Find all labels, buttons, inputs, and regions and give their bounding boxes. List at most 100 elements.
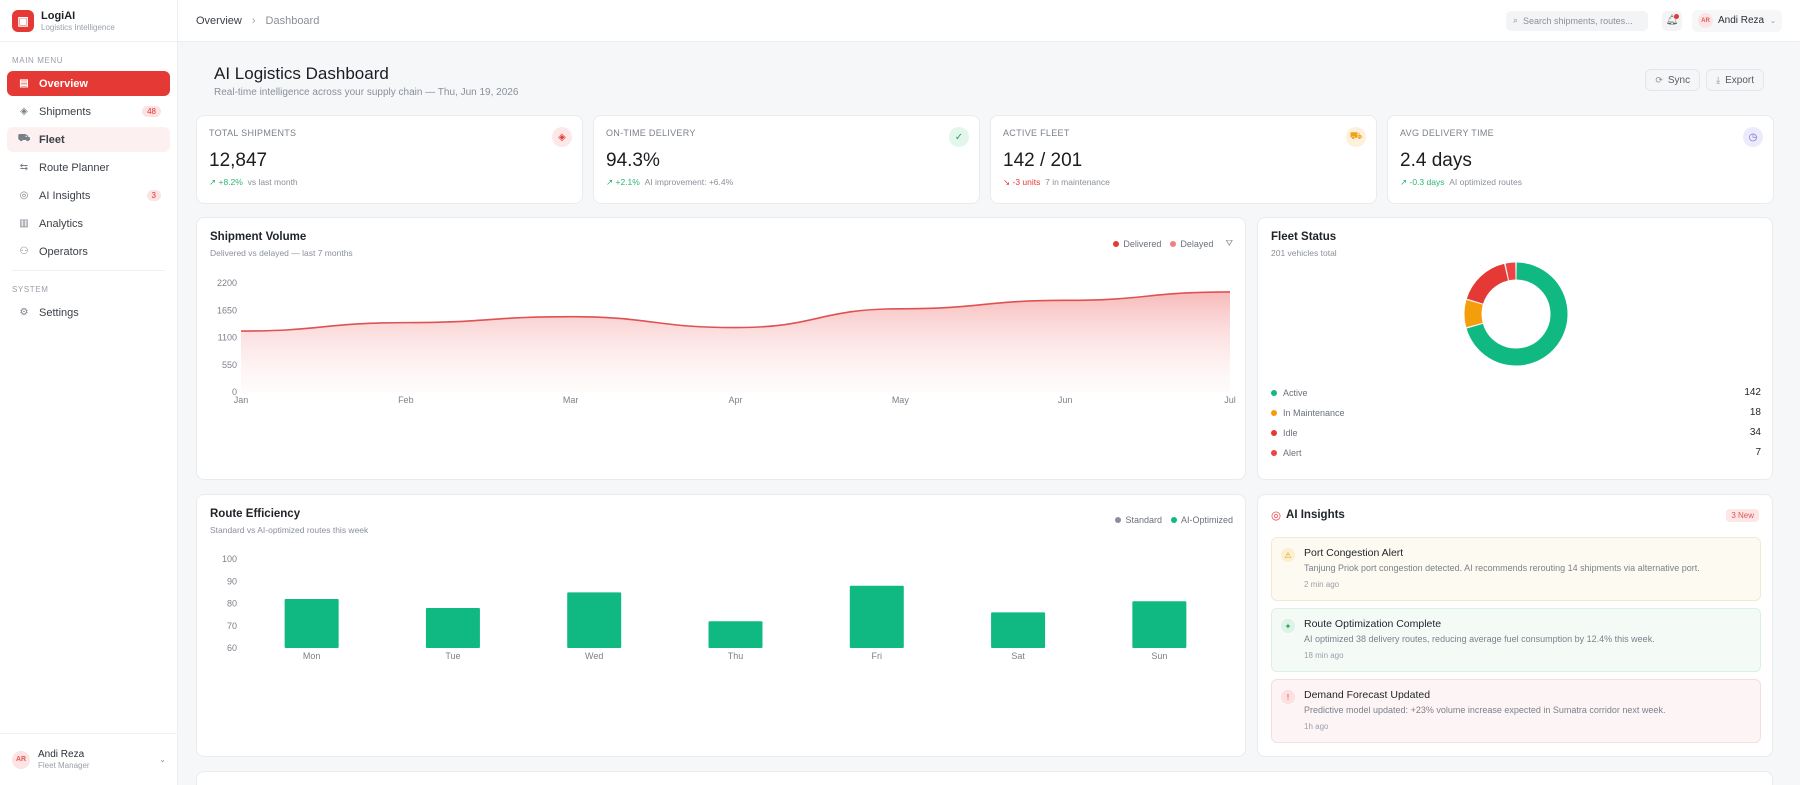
route-efficiency-card: Route Efficiency Standard vs AI-optimize…	[196, 494, 1246, 757]
delivered-area	[241, 291, 1230, 392]
brand-name: LogiAI	[41, 9, 76, 22]
card-title-row: ◎ AI Insights	[1271, 508, 1345, 522]
notification-dot	[1673, 13, 1679, 19]
trend-up-icon: ↗	[209, 177, 217, 187]
download-icon: ⤓	[1716, 74, 1721, 85]
sidebar-item-route-planner[interactable]: ⇆ Route Planner	[7, 155, 170, 180]
bar-ai-optimized	[849, 585, 904, 648]
card-subtitle: 201 vehicles total	[1271, 248, 1337, 258]
legend-delayed: Delayed	[1180, 238, 1214, 249]
clock-icon: ◷	[1743, 127, 1763, 147]
stat-label: ON-TIME DELIVERY	[606, 128, 696, 138]
stat-delta: -0.3 days	[1409, 177, 1445, 187]
insight-item[interactable]: ✦ Route Optimization Complete AI optimiz…	[1271, 608, 1761, 672]
legend-delivered: Delivered	[1123, 238, 1162, 249]
chevron-down-icon[interactable]: ⌄	[159, 755, 166, 764]
alert-icon: !	[1281, 690, 1295, 704]
legend-dot	[1271, 429, 1277, 436]
y-tick-label: 550	[222, 360, 237, 370]
insight-item[interactable]: ! Demand Forecast Updated Predictive mod…	[1271, 679, 1761, 743]
user-profile[interactable]: AR Andi Reza Fleet Manager ⌄	[0, 733, 178, 785]
legend-dot	[1271, 409, 1277, 416]
card-title: Route Efficiency	[210, 508, 301, 520]
x-tick-label: Jun	[1058, 395, 1073, 405]
stat-delta: -3 units	[1012, 177, 1041, 187]
sidebar-item-ai-insights[interactable]: ◎ AI Insights 3	[7, 183, 170, 208]
x-tick-label: Sun	[1151, 651, 1167, 661]
user-menu[interactable]: AR Andi Reza ⌄	[1691, 9, 1782, 32]
bar-chart-icon: ▥	[19, 218, 29, 229]
bar-ai-optimized	[567, 592, 622, 648]
fleet-status-card: Fleet Status 201 vehicles total Active 1…	[1257, 217, 1773, 480]
fleet-label: Active	[1283, 387, 1308, 398]
stat-note: 7 in maintenance	[1045, 177, 1110, 187]
grid-icon: ▤	[19, 78, 29, 89]
sidebar-item-settings[interactable]: ⚙ Settings	[7, 300, 170, 325]
fleet-row-idle: Idle 34	[1271, 427, 1761, 438]
fleet-row-active: Active 142	[1271, 387, 1761, 398]
bar-ai-optimized	[1132, 601, 1187, 648]
sidebar-item-label: Overview	[39, 77, 88, 90]
stat-delta: +2.1%	[615, 177, 640, 187]
count-badge: 3	[146, 190, 161, 201]
search-box[interactable]: ⌕	[1505, 10, 1648, 31]
brand[interactable]: ▣ LogiAI Logistics Intelligence	[0, 0, 177, 42]
chart-legend: Standard AI-Optimized	[1106, 515, 1233, 525]
sidebar-item-fleet[interactable]: ⛟ Fleet	[7, 127, 170, 152]
package-icon: ◈	[20, 106, 28, 117]
shipment-volume-card: Shipment Volume Delivered vs delayed — l…	[196, 217, 1246, 480]
x-tick-label: Tue	[445, 651, 460, 661]
route-icon: ⇆	[19, 162, 29, 173]
legend-dot	[1170, 240, 1177, 247]
stat-value: 94.3%	[606, 150, 660, 171]
notifications-button[interactable]: 🔔︎	[1661, 10, 1682, 31]
stat-label: ACTIVE FLEET	[1003, 128, 1070, 138]
search-icon: ⌕	[1512, 15, 1519, 25]
insight-title: Route Optimization Complete	[1304, 618, 1442, 630]
warning-icon: ⚠	[1281, 548, 1295, 562]
donut-slice-alert	[1505, 262, 1516, 281]
main-menu-label: MAIN MENU	[12, 56, 64, 65]
fleet-row-maintenance: In Maintenance 18	[1271, 407, 1761, 418]
y-tick-label: 90	[227, 576, 237, 586]
sidebar-item-label: Shipments	[39, 105, 91, 118]
sync-button[interactable]: ⟳ Sync	[1645, 69, 1701, 91]
page-header: AI Logistics Dashboard Real-time intelli…	[196, 42, 1772, 102]
breadcrumb-root[interactable]: Overview	[196, 14, 242, 27]
export-button[interactable]: ⤓ Export	[1706, 69, 1764, 91]
insight-item[interactable]: ⚠ Port Congestion Alert Tanjung Priok po…	[1271, 537, 1761, 601]
fleet-label: Alert	[1283, 447, 1302, 458]
user-name: Andi Reza	[38, 749, 85, 760]
sidebar-item-operators[interactable]: ⚇ Operators	[7, 239, 170, 264]
refresh-icon: ⟳	[1655, 74, 1663, 85]
insight-title: Port Congestion Alert	[1304, 547, 1404, 559]
search-input[interactable]	[1523, 15, 1634, 26]
page-subtitle: Real-time intelligence across your suppl…	[214, 87, 519, 98]
donut-slice-in-maintenance	[1464, 300, 1483, 328]
legend-dot	[1271, 449, 1277, 456]
sidebar: ▣ LogiAI Logistics Intelligence MAIN MEN…	[0, 0, 178, 785]
legend-dot	[1170, 517, 1177, 523]
insight-time: 1h ago	[1304, 722, 1329, 731]
y-tick-label: 70	[227, 621, 237, 631]
trend-down-icon: ↘	[1003, 177, 1011, 187]
x-tick-label: Jul	[1224, 395, 1236, 405]
legend-dot	[1271, 389, 1277, 396]
export-label: Export	[1725, 74, 1754, 86]
bar-ai-optimized	[991, 612, 1046, 648]
card-title: Fleet Status	[1271, 231, 1337, 243]
trend-up-icon: ↗	[606, 177, 614, 187]
system-label: SYSTEM	[12, 285, 49, 294]
donut-slice-active	[1466, 262, 1568, 366]
sidebar-item-shipments[interactable]: ◈ Shipments 48	[7, 99, 170, 124]
sidebar-item-analytics[interactable]: ▥ Analytics	[7, 211, 170, 236]
card-title: AI Insights	[1286, 509, 1345, 521]
filter-icon[interactable]: ⛛	[1225, 238, 1233, 248]
donut-slice-idle	[1466, 263, 1509, 305]
breadcrumb-current: Dashboard	[265, 14, 320, 27]
sync-label: Sync	[1667, 74, 1691, 86]
insight-time: 2 min ago	[1304, 580, 1340, 589]
box-icon: ◈	[552, 127, 572, 147]
brand-tagline: Logistics Intelligence	[41, 22, 115, 32]
sidebar-item-overview[interactable]: ▤ Overview	[7, 71, 170, 96]
